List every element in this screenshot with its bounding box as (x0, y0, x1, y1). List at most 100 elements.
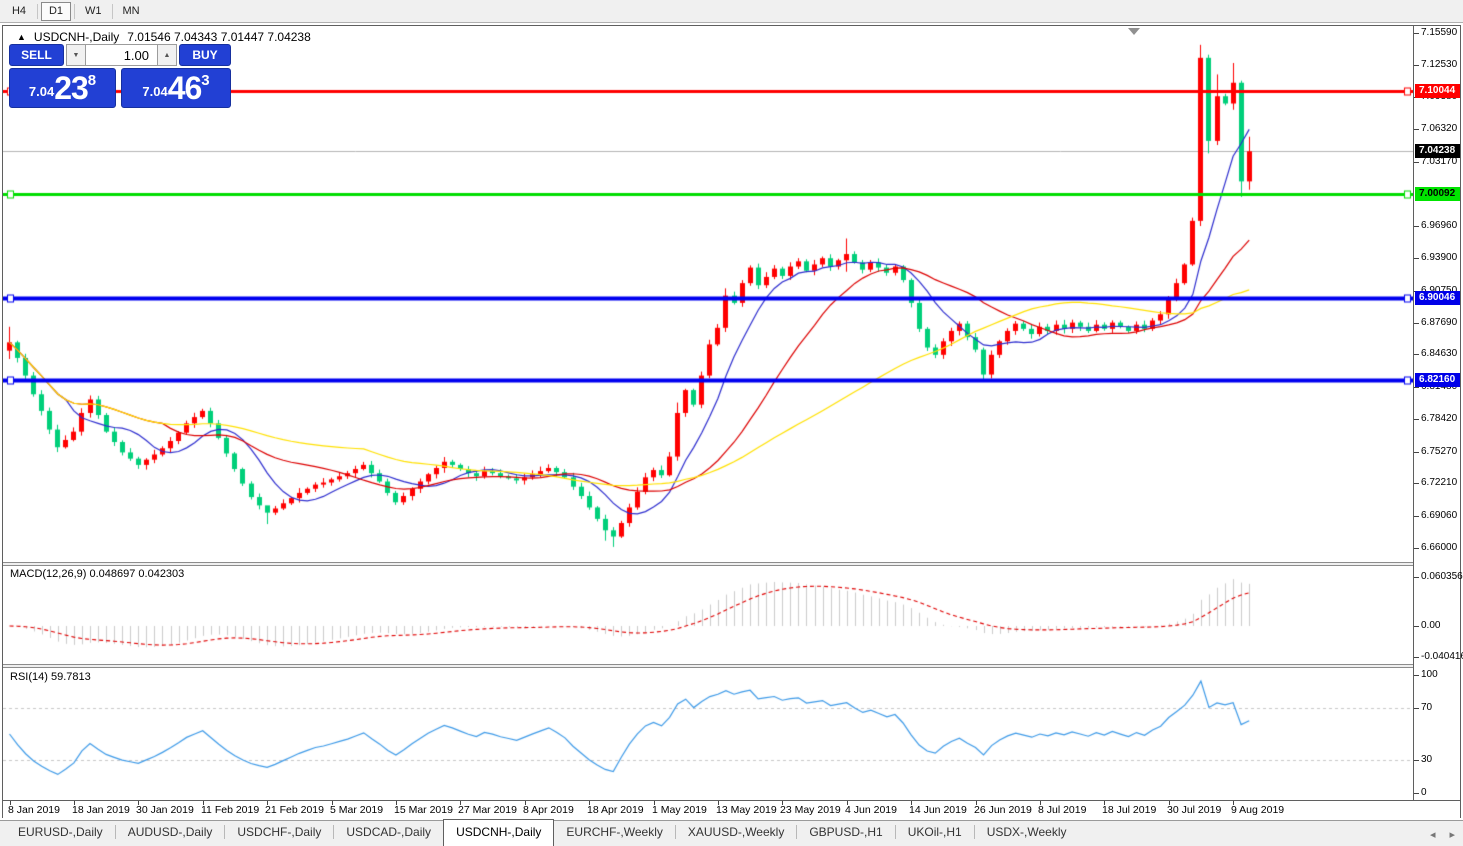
date-tick-label: 1 May 2019 (652, 804, 707, 816)
axis-tick-mark (1414, 33, 1419, 34)
timeframe-button-w1[interactable]: W1 (85, 5, 102, 17)
time-tick-mark (654, 801, 655, 805)
date-tick-label: 5 Mar 2019 (330, 804, 384, 816)
axis-tick-mark (1414, 452, 1419, 453)
rsi-tick-label: 30 (1421, 754, 1433, 765)
toolbar-separator (74, 3, 75, 19)
price-tick-label: 6.66000 (1421, 542, 1458, 553)
price-level-badge: 6.82160 (1415, 373, 1460, 387)
sell-price-big: 23 (54, 70, 89, 106)
time-axis[interactable]: 8 Jan 2019 18 Jan 2019 30 Jan 2019 11 Feb 2… (3, 800, 1460, 818)
chart-tab-usdcad[interactable]: USDCAD-,Daily (346, 825, 432, 839)
price-tick-label: 6.87690 (1421, 317, 1458, 328)
date-tick-label: 15 Mar 2019 (394, 804, 453, 816)
date-tick-label: 30 Jul 2019 (1167, 804, 1222, 816)
timeframe-button-mn[interactable]: MN (122, 5, 140, 17)
toolbar-separator (37, 3, 38, 19)
date-tick-label: 14 Jun 2019 (909, 804, 967, 816)
collapse-triangle-icon[interactable]: ▲ (17, 32, 26, 42)
chart-tab-usdcnh[interactable]: USDCNH-,Daily (443, 819, 555, 846)
pane-splitter-macd[interactable] (3, 562, 1460, 566)
time-tick-mark (138, 801, 139, 805)
chart-title: ▲ USDCNH-,Daily 7.01546 7.04343 7.01447 … (17, 30, 311, 44)
chart-symbol-label: USDCNH-,Daily (33, 30, 120, 44)
tab-scroll-arrows: ◂ ▸ (1430, 828, 1455, 841)
axis-tick-mark (1414, 626, 1419, 627)
buy-price-pip: 3 (201, 72, 210, 89)
toolbar-separator (111, 3, 113, 19)
price-tick-label: 7.15590 (1421, 27, 1458, 38)
date-tick-label: 18 Jan 2019 (72, 804, 130, 816)
price-tick-label: 6.75270 (1421, 446, 1458, 457)
tab-scroll-right-icon[interactable]: ▸ (1449, 829, 1455, 841)
pane-splitter-rsi[interactable] (3, 664, 1460, 668)
date-tick-label: 4 Jun 2019 (845, 804, 897, 816)
axis-tick-mark (1414, 354, 1419, 355)
sell-price-prefix: 7.04 (28, 84, 55, 99)
chart-tab-audusd[interactable]: AUDUSD-,Daily (127, 825, 213, 839)
buy-button[interactable]: BUY (179, 44, 231, 66)
price-tick-label: 6.96960 (1421, 220, 1458, 231)
price-chart-canvas[interactable] (3, 26, 1413, 800)
sell-price-box[interactable]: 7.04 23 8 (9, 68, 116, 108)
time-tick-mark (1233, 801, 1234, 805)
price-level-badge: 7.04238 (1415, 144, 1460, 158)
tab-separator (894, 825, 896, 839)
axis-tick-mark (1414, 65, 1419, 66)
price-axis[interactable]: 7.155907.125307.093807.063207.031706.969… (1413, 26, 1463, 800)
chart-tab-usdchf[interactable]: USDCHF-,Daily (237, 825, 322, 839)
time-tick-mark (847, 801, 848, 805)
date-tick-label: 18 Jul 2019 (1102, 804, 1157, 816)
rsi-tick-label: 0 (1421, 787, 1427, 798)
axis-tick-mark (1414, 577, 1419, 578)
price-tick-label: 7.06320 (1421, 123, 1458, 134)
chart-window: ▲ USDCNH-,Daily 7.01546 7.04343 7.01447 … (2, 25, 1463, 818)
buy-price-box[interactable]: 7.04 46 3 (121, 68, 231, 108)
date-tick-label: 8 Jul 2019 (1038, 804, 1087, 816)
chart-tab-usdx[interactable]: USDX-,Weekly (986, 825, 1067, 839)
axis-tick-mark (1414, 793, 1419, 794)
macd-indicator-label: MACD(12,26,9) 0.048697 0.042303 (10, 568, 185, 580)
date-tick-label: 26 Jun 2019 (974, 804, 1032, 816)
axis-tick-mark (1414, 483, 1419, 484)
price-tick-label: 7.03170 (1421, 156, 1458, 167)
price-tick-label: 6.78420 (1421, 413, 1458, 424)
volume-decrease-button[interactable]: ▼ (66, 44, 86, 66)
sell-price-pip: 8 (87, 72, 97, 89)
tab-separator (333, 825, 335, 839)
chart-tab-ukoil[interactable]: UKOil-,H1 (907, 825, 962, 839)
axis-tick-mark (1414, 162, 1419, 163)
chart-shift-marker-icon[interactable] (1128, 28, 1140, 35)
time-tick-mark (1104, 801, 1105, 805)
axis-tick-mark (1414, 548, 1419, 549)
timeframe-button-d1[interactable]: D1 (41, 1, 71, 21)
price-tick-label: 6.69060 (1421, 510, 1458, 521)
rsi-indicator-label: RSI(14) 59.7813 (10, 671, 91, 683)
axis-tick-mark (1414, 708, 1419, 709)
chart-tab-eurchf[interactable]: EURCHF-,Weekly (566, 825, 663, 839)
one-click-trading-panel: SELL ▼ 1.00 ▲ BUY 7.04 23 8 7.04 46 3 (9, 44, 231, 108)
date-tick-label: 13 May 2019 (716, 804, 777, 816)
price-tick-label: 6.90750 (1421, 285, 1457, 296)
chart-tab-xauusd[interactable]: XAUUSD-,Weekly (687, 825, 785, 839)
timeframe-button-h4[interactable]: H4 (11, 5, 27, 17)
timeframe-toolbar: H4 D1 W1 MN (0, 0, 1463, 23)
sell-button[interactable]: SELL (9, 44, 64, 66)
chart-tabs: EURUSD-,Daily AUDUSD-,Daily USDCHF-,Daily U… (0, 819, 1463, 846)
chart-ohlc-values: 7.01546 7.04343 7.01447 7.04238 (127, 30, 311, 44)
chart-tab-gbpusd[interactable]: GBPUSD-,H1 (809, 825, 883, 839)
price-tick-label: 6.93900 (1421, 252, 1458, 263)
date-tick-label: 18 Apr 2019 (587, 804, 644, 816)
time-tick-mark (911, 801, 912, 805)
time-tick-mark (782, 801, 783, 805)
volume-increase-button[interactable]: ▲ (157, 44, 177, 66)
chart-tab-eurusd[interactable]: EURUSD-,Daily (18, 825, 103, 839)
axis-tick-mark (1414, 258, 1419, 259)
buy-price-big: 46 (167, 70, 203, 106)
time-tick-mark (203, 801, 204, 805)
date-tick-label: 21 Feb 2019 (265, 804, 324, 816)
tab-scroll-left-icon[interactable]: ◂ (1429, 829, 1436, 841)
volume-input[interactable]: 1.00 (86, 44, 157, 66)
time-tick-mark (460, 801, 461, 805)
